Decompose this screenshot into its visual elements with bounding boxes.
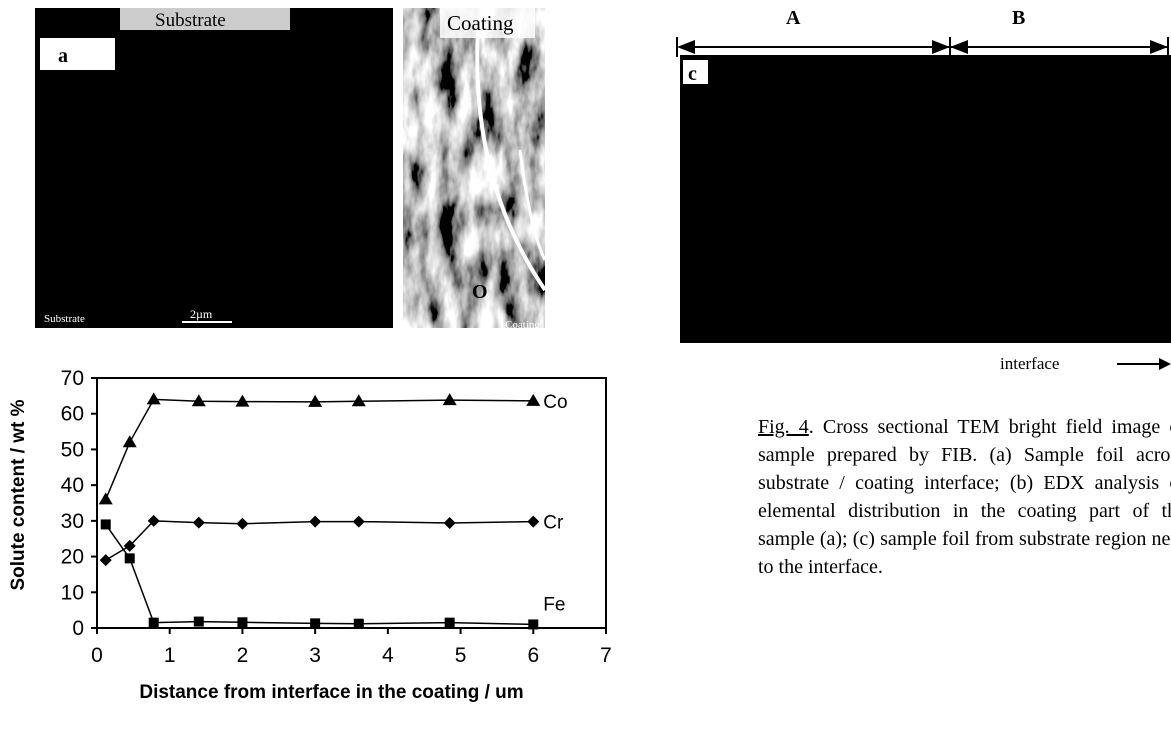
- data-point: [235, 394, 250, 407]
- caption-label: Fig. 4: [758, 416, 809, 438]
- data-point: [98, 492, 113, 505]
- series-line: [105, 520, 534, 561]
- data-point: [310, 618, 321, 629]
- data-point: [123, 539, 136, 552]
- y-tick-label: 50: [61, 438, 84, 461]
- data-point: [443, 517, 456, 529]
- region-label: B: [1012, 7, 1025, 29]
- image-caption: Coating: [505, 319, 540, 331]
- image-caption: Substrate: [155, 10, 226, 31]
- x-tick-label: 1: [164, 644, 176, 667]
- x-axis-title: Distance from interface in the coating /…: [139, 682, 523, 703]
- data-point: [99, 554, 112, 567]
- series-label: Co: [543, 392, 567, 413]
- image-label: c: [688, 63, 697, 85]
- x-tick-label: 4: [382, 644, 394, 667]
- x-tick-label: 5: [455, 644, 467, 667]
- series-line: [105, 523, 534, 626]
- caption-text: . Cross sectional TEM bright field image…: [758, 416, 1171, 578]
- plot-frame: [96, 377, 607, 629]
- data-point: [351, 394, 366, 407]
- data-point: [146, 392, 161, 405]
- x-tick-label: 0: [91, 644, 103, 667]
- y-tick-label: 70: [61, 367, 84, 390]
- data-point: [526, 393, 541, 406]
- chart: 0 10 20 30 40 50 60 70 0 1 2 3 4 5 6 7 Distance from int…: [8, 367, 612, 703]
- x-tick-label: 3: [309, 644, 321, 667]
- data-point: [148, 617, 159, 628]
- image-marker: O: [472, 281, 488, 303]
- data-point: [527, 515, 540, 528]
- data-point: [192, 516, 205, 529]
- y-tick-label: 10: [61, 581, 84, 604]
- tem-image-c: [676, 37, 1171, 375]
- data-point: [100, 519, 111, 530]
- series-label: Fe: [543, 594, 565, 615]
- x-tick-label: 6: [527, 644, 539, 667]
- region-label: A: [786, 7, 801, 29]
- image-caption: Substrate: [44, 313, 85, 325]
- data-point: [353, 618, 364, 629]
- data-point: [309, 515, 322, 528]
- x-tick-label: 2: [237, 644, 249, 667]
- data-point: [147, 514, 160, 527]
- data-point: [442, 393, 457, 406]
- y-tick-label: 30: [61, 510, 84, 533]
- data-point: [352, 515, 365, 528]
- x-tick-label: 7: [600, 644, 612, 667]
- y-axis-title: Solute content / wt %: [8, 399, 29, 590]
- data-point: [191, 394, 206, 407]
- y-tick-label: 0: [72, 617, 84, 640]
- y-tick-label: 20: [61, 546, 84, 569]
- y-tick-label: 60: [61, 403, 84, 426]
- data-point: [237, 617, 248, 628]
- figure-caption: Fig. 4. Cross sectional TEM bright field…: [758, 413, 1171, 581]
- series-line: [105, 398, 534, 500]
- data-point: [528, 619, 539, 630]
- image-label: a: [58, 45, 68, 67]
- data-point: [124, 553, 135, 564]
- y-tick-label: 40: [61, 474, 84, 497]
- data-point: [308, 394, 323, 407]
- data-point: [444, 617, 455, 628]
- data-point: [193, 616, 204, 627]
- image-caption: Coating: [447, 11, 514, 35]
- interface-label: interface: [1000, 354, 1059, 373]
- tem-image-a: [35, 8, 547, 328]
- scale-bar-label: 2µm: [190, 307, 213, 321]
- data-point: [122, 435, 137, 448]
- data-point: [236, 517, 249, 530]
- series-label: Cr: [543, 513, 564, 534]
